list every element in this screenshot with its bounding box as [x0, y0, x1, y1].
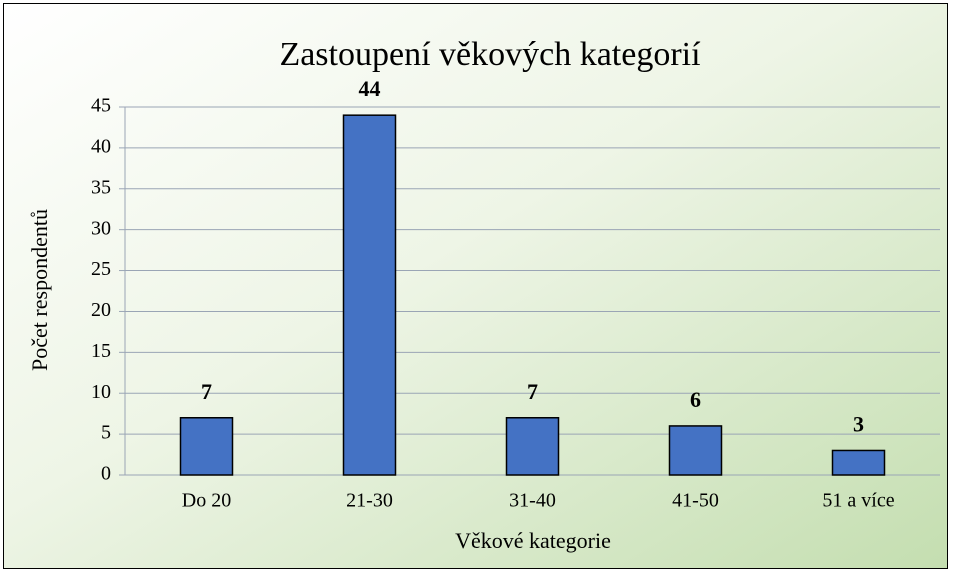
y-tick-label: 45	[91, 95, 111, 117]
bar	[342, 114, 397, 476]
x-tick-label: 31-40	[509, 490, 556, 512]
y-axis-label: Počet respondentů	[27, 209, 52, 371]
y-tick-label: 25	[91, 258, 111, 280]
data-label: 7	[527, 379, 538, 404]
y-tick-label: 40	[91, 135, 111, 157]
bar	[668, 425, 723, 476]
y-tick-label: 15	[91, 340, 111, 362]
y-tick-label: 5	[101, 422, 111, 444]
data-label: 44	[359, 76, 381, 101]
chart-title: Zastoupení věkových kategorií	[279, 36, 701, 73]
x-tick-label: Do 20	[182, 490, 231, 512]
y-tick-label: 35	[91, 176, 111, 198]
x-tick-label: 21-30	[346, 490, 393, 512]
bar	[505, 417, 560, 476]
y-tick-label: 30	[91, 217, 111, 239]
data-label: 3	[853, 412, 864, 437]
x-tick-label: 51 a více	[822, 490, 894, 512]
chart-frame	[3, 3, 948, 569]
x-tick-label: 41-50	[672, 490, 719, 512]
y-tick-label: 20	[91, 299, 111, 321]
bar	[831, 449, 886, 476]
y-tick-label: 0	[101, 463, 111, 485]
data-label: 6	[690, 387, 701, 412]
y-tick-label: 10	[91, 381, 111, 403]
data-label: 7	[201, 379, 212, 404]
bar	[179, 417, 234, 476]
x-axis-label: Věkové kategorie	[455, 528, 611, 553]
